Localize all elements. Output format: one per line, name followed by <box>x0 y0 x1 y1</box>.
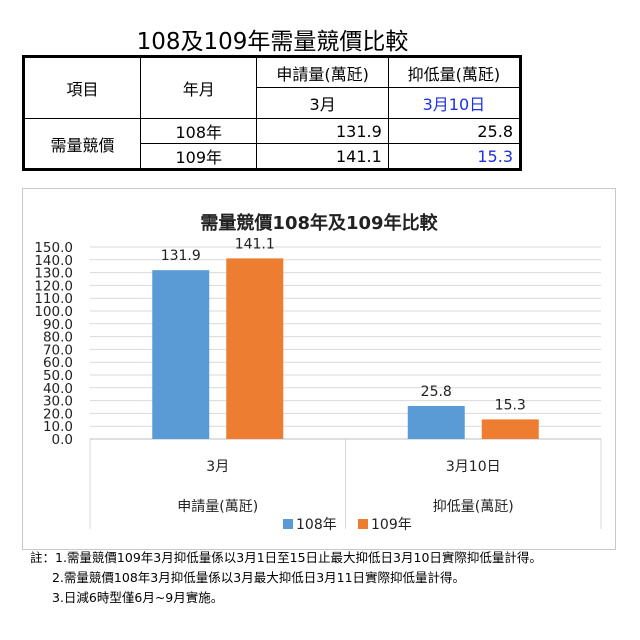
header-curtail-date: 3月10日 <box>387 87 522 119</box>
footnotes: 註：1.需量競價109年3月抑低量係以3月1日至15日止最大抑低日3月10日實際… <box>30 548 542 608</box>
footnote: 2.需量競價108年3月抑低量係以3月最大抑低日3月11日實際抑低量計得。 <box>52 570 466 585</box>
y-tick-label: 50.0 <box>43 368 73 384</box>
x-group-label: 申請量(萬瓩) <box>177 499 258 515</box>
cell-curtail: 15.3 <box>387 143 522 170</box>
legend-label: 109年 <box>371 517 412 533</box>
y-tick-label: 10.0 <box>43 419 73 435</box>
x-group-label: 抑低量(萬瓩) <box>433 499 514 515</box>
y-tick-label: 40.0 <box>43 381 73 397</box>
y-tick-label: 30.0 <box>43 394 73 410</box>
y-tick-label: 140.0 <box>34 253 73 269</box>
legend-swatch <box>358 519 368 529</box>
footnote: 3.日減6時型僅6月~9月實施。 <box>52 590 224 605</box>
footnote: 註：1.需量競價109年3月抑低量係以3月1日至15日止最大抑低日3月10日實際… <box>30 550 542 565</box>
data-label: 15.3 <box>495 397 526 413</box>
chart-title: 需量競價108年及109年比較 <box>200 212 438 234</box>
y-tick-label: 90.0 <box>43 317 73 333</box>
header-curtail: 抑低量(萬瓩) <box>387 56 522 88</box>
y-tick-label: 0.0 <box>52 432 73 448</box>
x-tick-label: 3月10日 <box>446 459 501 475</box>
x-tick-label: 3月 <box>206 459 229 475</box>
data-label: 141.1 <box>235 236 275 252</box>
data-label: 25.8 <box>421 384 452 400</box>
cell-apply: 131.9 <box>256 118 389 144</box>
bar <box>481 419 539 439</box>
cell-curtail: 25.8 <box>387 118 522 144</box>
row-year: 108年 <box>140 118 258 144</box>
y-tick-label: 130.0 <box>34 266 73 282</box>
header-apply-date: 3月 <box>256 87 389 119</box>
bar-chart: 需量競價108年及109年比較 0.010.020.030.040.050.06… <box>34 212 602 533</box>
bar <box>407 405 465 439</box>
y-tick-label: 20.0 <box>43 406 73 422</box>
row-year: 109年 <box>140 143 258 170</box>
header-item: 項目 <box>22 56 142 119</box>
y-tick-label: 110.0 <box>34 291 73 307</box>
bar <box>226 258 284 439</box>
y-tick-label: 80.0 <box>43 330 73 346</box>
header-apply: 申請量(萬瓩) <box>256 56 389 88</box>
row-label: 需量競價 <box>22 118 142 170</box>
data-label: 131.9 <box>161 248 201 264</box>
bar <box>152 270 210 439</box>
header-year-month: 年月 <box>140 56 258 119</box>
chart-frame: 需量競價108年及109年比較 0.0 10.0 20.0 30.0 40.0 50.0 6… <box>22 188 616 550</box>
y-tick-label: 100.0 <box>34 304 73 320</box>
y-tick-label: 70.0 <box>43 342 73 358</box>
y-tick-label: 60.0 <box>43 355 73 371</box>
y-tick-label: 150.0 <box>34 240 73 256</box>
legend-swatch <box>283 519 293 529</box>
legend-label: 108年 <box>296 517 337 533</box>
comparison-table: 項目 年月 申請量(萬瓩) 抑低量(萬瓩) 3月 3月10日 需量競價 108年… <box>22 55 522 171</box>
cell-apply: 141.1 <box>256 143 389 170</box>
table-title: 108及109年需量競價比較 <box>136 29 409 55</box>
y-tick-label: 120.0 <box>34 278 73 294</box>
